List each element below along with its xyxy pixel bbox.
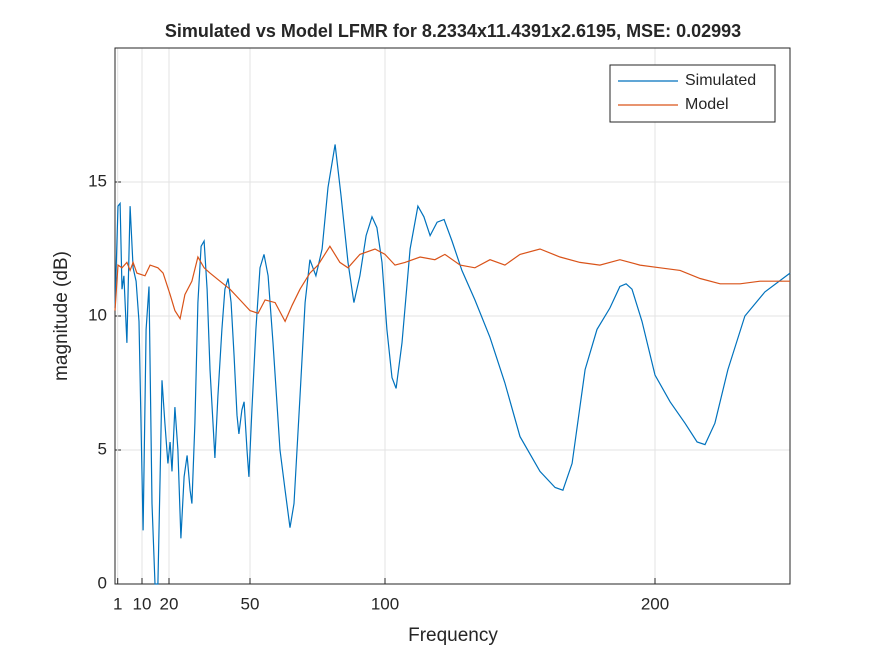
chart-title: Simulated vs Model LFMR for 8.2334x11.43… [165, 21, 741, 41]
x-tick-label: 100 [371, 594, 399, 613]
y-tick-label: 15 [88, 171, 107, 190]
x-tick-label: 1 [113, 594, 122, 613]
series-line [114, 144, 791, 585]
x-tick-label: 20 [160, 594, 179, 613]
x-tick-label: 200 [641, 594, 669, 613]
x-axis-label: Frequency [408, 625, 498, 646]
series-line [114, 245, 790, 323]
legend-label: Simulated [685, 72, 756, 89]
y-tick-label: 0 [98, 573, 107, 592]
legend-label: Model [685, 96, 729, 113]
axes-box [114, 47, 791, 585]
y-tick-label: 10 [88, 305, 107, 324]
legend-box [609, 64, 776, 123]
x-tick-label: 10 [133, 594, 152, 613]
y-tick-label: 5 [98, 439, 107, 458]
x-tick-label: 50 [241, 594, 260, 613]
y-axis-label: magnitude (dB) [51, 251, 72, 381]
